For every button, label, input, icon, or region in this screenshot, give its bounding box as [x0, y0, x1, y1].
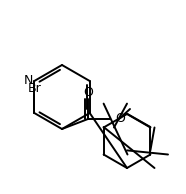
Text: O: O: [115, 113, 125, 126]
Text: Br: Br: [27, 82, 41, 95]
Text: O: O: [83, 86, 93, 99]
Text: N: N: [24, 74, 33, 87]
